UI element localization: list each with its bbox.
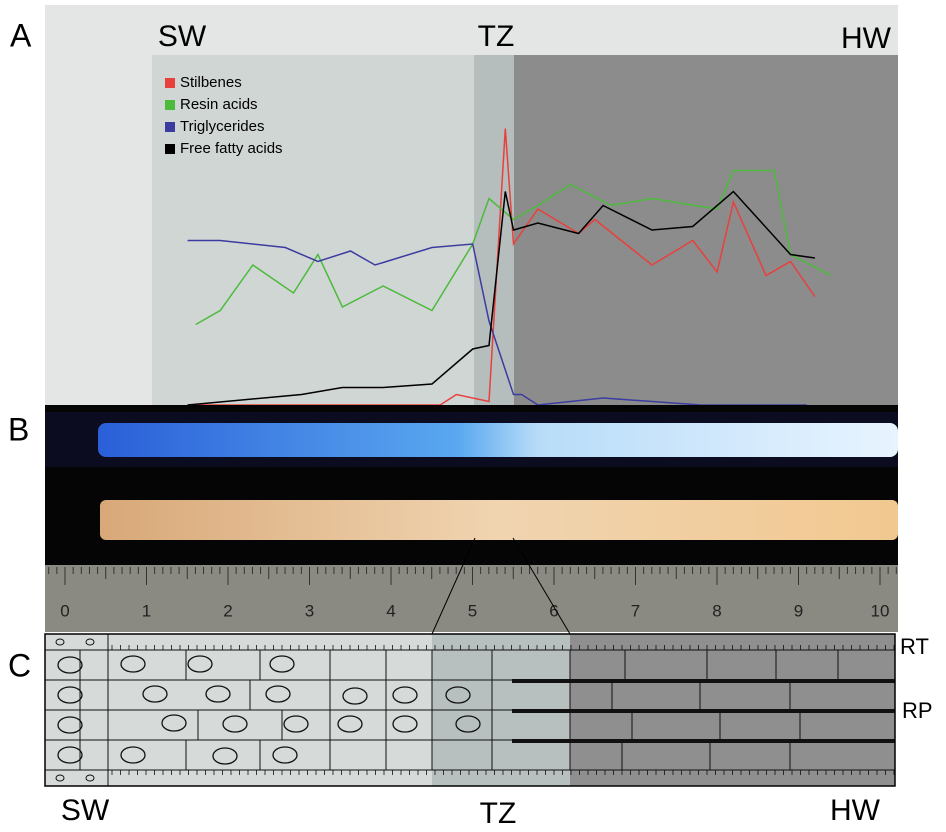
pit xyxy=(120,746,146,764)
pit xyxy=(269,655,295,673)
legend-swatch xyxy=(165,78,175,88)
ruler xyxy=(45,565,898,632)
pit xyxy=(57,716,83,734)
pit xyxy=(142,685,168,703)
zone-label: SW xyxy=(158,20,207,53)
pit xyxy=(265,685,291,703)
pit xyxy=(120,655,146,673)
connector xyxy=(512,537,571,635)
pit xyxy=(283,715,309,733)
transition-zone xyxy=(474,55,514,405)
legend-swatch xyxy=(165,122,175,132)
ruler-label: 4 xyxy=(386,601,395,620)
zone-label: SW xyxy=(61,794,110,827)
pit xyxy=(222,715,248,733)
ruler-label: 7 xyxy=(631,601,640,620)
pit xyxy=(187,655,213,673)
pit xyxy=(342,687,368,705)
wood-core xyxy=(100,500,898,540)
pit xyxy=(85,638,95,646)
ruler-label: 8 xyxy=(712,601,721,620)
legend-label: Free fatty acids xyxy=(180,140,283,157)
zone-label: HW xyxy=(841,22,892,55)
diagram-frame xyxy=(44,633,896,787)
legend: Stilbenes Resin acids Triglycerides Free fa… xyxy=(165,74,283,157)
zone-label: HW xyxy=(830,794,881,827)
cell-diagram xyxy=(45,634,895,786)
ruler-label: 5 xyxy=(468,601,477,620)
pit xyxy=(57,686,83,704)
uv-core xyxy=(98,423,898,457)
panel-label: A xyxy=(10,17,32,53)
zone-label: TZ xyxy=(480,797,517,830)
heartwood-zone xyxy=(514,55,898,405)
ruler-label: 2 xyxy=(223,601,232,620)
panel-label: B xyxy=(8,411,29,447)
series-line xyxy=(187,190,816,406)
pit xyxy=(272,746,298,764)
pit xyxy=(205,685,231,703)
pit xyxy=(455,715,481,733)
plot xyxy=(187,128,832,406)
legend-label: Resin acids xyxy=(180,96,258,113)
pit xyxy=(392,686,418,704)
legend-swatch xyxy=(165,100,175,110)
series-line xyxy=(187,128,816,406)
pit xyxy=(55,774,65,782)
pit xyxy=(57,746,83,764)
pit xyxy=(337,715,363,733)
pit xyxy=(392,715,418,733)
pit xyxy=(161,714,187,732)
ruler-label: 9 xyxy=(794,601,803,620)
rt-label: RT xyxy=(900,634,929,659)
pit xyxy=(212,747,238,765)
connector xyxy=(431,537,476,635)
ruler-label: 0 xyxy=(60,601,69,620)
pit xyxy=(85,774,95,782)
pit xyxy=(445,686,471,704)
ruler-label: 1 xyxy=(142,601,151,620)
legend-label: Triglycerides xyxy=(180,118,264,135)
sapwood-zone xyxy=(152,55,474,405)
series-line xyxy=(187,239,807,406)
panel-label: C xyxy=(8,647,31,683)
rp-label: RP xyxy=(902,698,933,723)
ruler-label: 6 xyxy=(549,601,558,620)
zone-label: TZ xyxy=(478,20,515,53)
pit xyxy=(55,638,65,646)
pit xyxy=(57,656,83,674)
legend-swatch xyxy=(165,144,175,154)
legend-label: Stilbenes xyxy=(180,74,242,91)
ruler-label: 3 xyxy=(305,601,314,620)
series-line xyxy=(195,169,832,326)
ruler-ticks: 0 1 2 3 4 5 6 7 8 9 10 xyxy=(48,567,897,620)
ruler-label: 10 xyxy=(871,601,890,620)
